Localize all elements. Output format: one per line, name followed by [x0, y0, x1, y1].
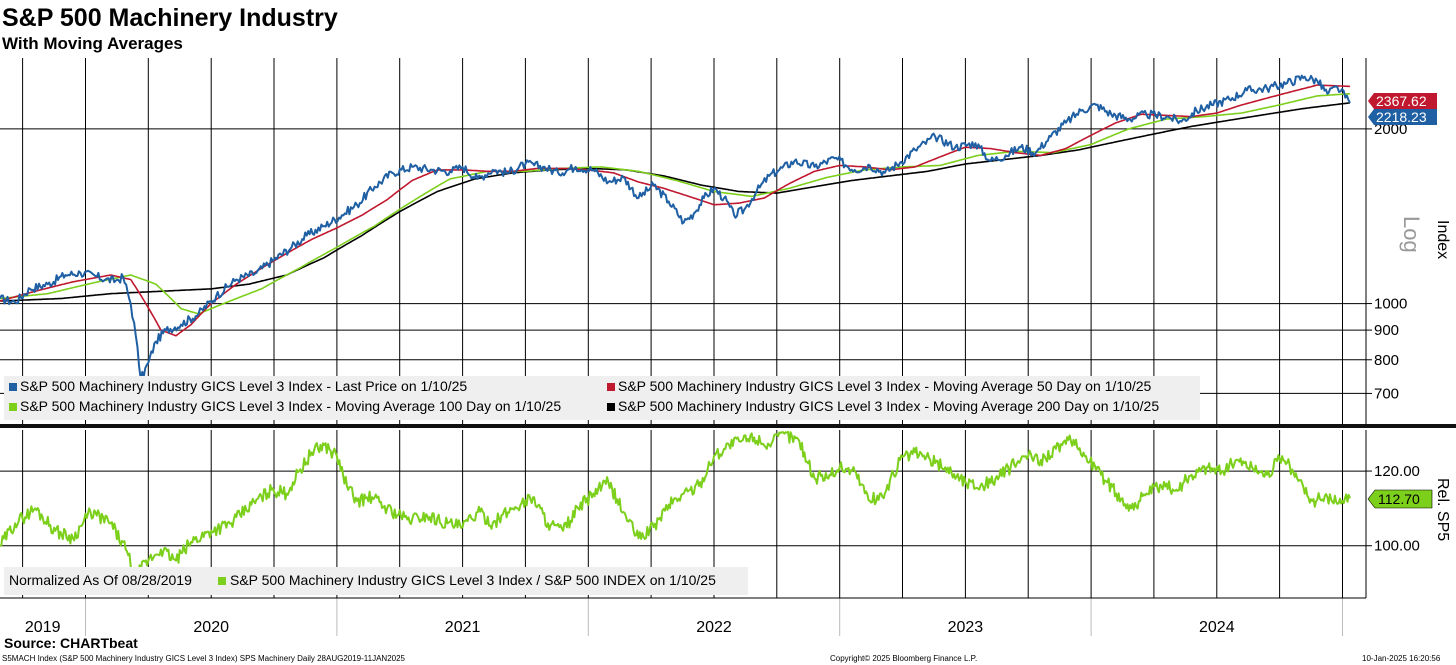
x-tick-label: 2022: [696, 619, 732, 636]
main-y-tick-label: 800: [1374, 352, 1399, 369]
main-y-tick-label: 1000: [1374, 296, 1407, 313]
main-panel-grid: [0, 58, 1366, 424]
footer-copyright: Copyright© 2025 Bloomberg Finance L.P.: [830, 654, 977, 663]
footer-left-note: S5MACH Index (S&P 500 Machinery Industry…: [2, 654, 406, 663]
legend-label-price: S&P 500 Machinery Industry GICS Level 3 …: [20, 378, 467, 394]
footer-timestamp: 10-Jan-2025 16:20:56: [1362, 654, 1441, 663]
rel-y-tick-label: 100.00: [1374, 538, 1420, 555]
source-label: Source: CHARTbeat: [4, 635, 138, 651]
last-value-rel-badge: 112.70: [1367, 489, 1433, 509]
series-line-ma100: [0, 92, 1351, 315]
series-line-rel: [0, 430, 1351, 580]
rel-series: [0, 430, 1351, 580]
legend-swatch-ma100: [9, 403, 17, 411]
main-y-tick-label: 700: [1374, 385, 1399, 402]
legend-label-ma200: S&P 500 Machinery Industry GICS Level 3 …: [618, 398, 1159, 414]
x-tick-label: 2019: [25, 619, 61, 636]
main-y-label: Index: [1434, 220, 1451, 259]
chart-title: S&P 500 Machinery Industry: [2, 4, 338, 32]
legend-swatch-price: [9, 383, 17, 391]
legend-label-rel: S&P 500 Machinery Industry GICS Level 3 …: [230, 572, 716, 588]
main-y-tick-label: 900: [1374, 322, 1399, 339]
legend-swatch-rel: [218, 577, 226, 585]
legend-swatch-ma200: [607, 403, 615, 411]
series-line-price: [0, 74, 1351, 381]
main-y-tick-label: 2000: [1374, 121, 1407, 138]
x-tick-label: 2024: [1199, 619, 1235, 636]
last-value-price-badge: 2218.23: [1368, 109, 1437, 125]
main-y-ticks: 700 800 900 1000 2000: [1366, 121, 1407, 402]
rel-legend: Normalized As Of 08/28/2019 S&P 500 Mach…: [4, 567, 748, 595]
legend-label-ma100: S&P 500 Machinery Industry GICS Level 3 …: [20, 398, 561, 414]
rel-y-tick-label: 120.00: [1374, 463, 1420, 480]
x-tick-label: 2023: [948, 619, 984, 636]
x-tick-labels: 2019 2020 2021 2022 2023 2024: [25, 619, 1235, 636]
main-legend: S&P 500 Machinery Industry GICS Level 3 …: [4, 376, 1200, 420]
rel-normalized-note: Normalized As Of 08/28/2019: [9, 572, 192, 588]
x-tick-label: 2021: [445, 619, 481, 636]
log-scale-label: Log: [1399, 216, 1424, 253]
last-value-ma50-text: 2367.62: [1376, 93, 1427, 109]
main-series: [0, 74, 1351, 381]
legend-swatch-ma50: [607, 383, 615, 391]
panel-divider: [0, 424, 1456, 428]
last-value-rel-text: 112.70: [1378, 491, 1420, 507]
last-value-ma50-badge: 2367.62: [1368, 93, 1437, 109]
last-value-price-text: 2218.23: [1376, 109, 1427, 125]
legend-label-ma50: S&P 500 Machinery Industry GICS Level 3 …: [618, 378, 1152, 394]
rel-y-ticks: 100.00 120.00: [1366, 463, 1420, 555]
rel-y-label: Rel. SP5: [1434, 478, 1451, 541]
series-line-ma200: [0, 102, 1351, 302]
x-tick-label: 2020: [193, 619, 229, 636]
series-line-ma50: [0, 84, 1351, 337]
chart-subtitle: With Moving Averages: [2, 34, 183, 53]
